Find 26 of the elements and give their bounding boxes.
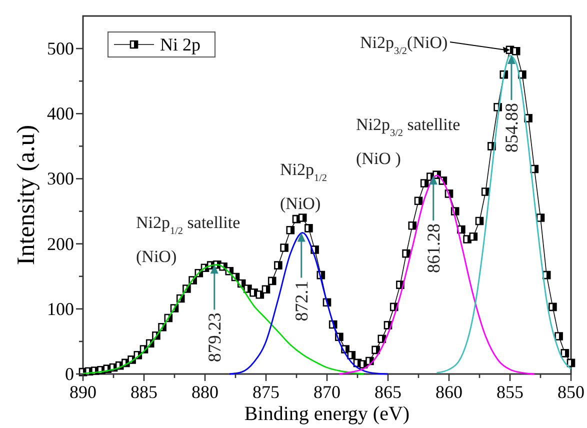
annotation: Ni2p$_{1/2}$ satellite (NiO) (136, 213, 240, 266)
legend-label: Ni 2p (160, 34, 200, 54)
annotation: 854.88 (501, 103, 522, 153)
y-tick-label: 0 (65, 364, 74, 384)
y-tick-label: 400 (47, 104, 74, 124)
x-tick-label: 880 (192, 382, 218, 402)
annotation: Ni2p$_{1/2}$ (NiO) (280, 160, 328, 213)
annotation: 872.1 (291, 280, 312, 322)
y-axis-title: Intensity (a.u) (13, 124, 40, 266)
annotation: Ni2p$_{3/2}$ satellite (NiO ) (356, 115, 460, 168)
x-axis-title: Binding energy (eV) (244, 403, 410, 425)
x-tick-label: 890 (70, 382, 96, 402)
annotation: 879.23 (204, 312, 224, 362)
y-tick-label: 300 (47, 168, 74, 189)
y-tick-label: 500 (47, 38, 74, 59)
y-tick-label: 200 (47, 234, 74, 254)
x-tick-label: 885 (130, 382, 158, 402)
x-tick-label: 855 (496, 382, 524, 402)
x-tick-label: 860 (436, 382, 462, 402)
annotation: Ni2p$_{3/2}$(NiO) (360, 33, 448, 56)
x-tick-label: 875 (252, 382, 280, 402)
x-tick-label: 850 (558, 382, 584, 402)
x-tick-label: 865 (374, 382, 402, 402)
x-tick-label: 870 (314, 382, 340, 402)
y-tick-label: 100 (47, 298, 74, 319)
annotation: 861.28 (423, 223, 444, 273)
